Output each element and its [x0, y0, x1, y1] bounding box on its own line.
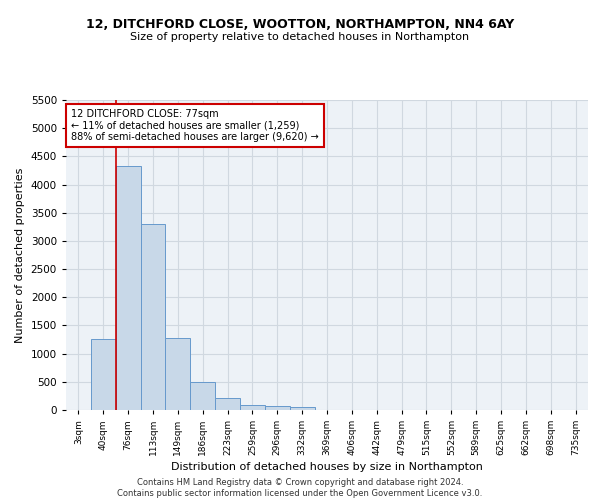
- Text: 12, DITCHFORD CLOSE, WOOTTON, NORTHAMPTON, NN4 6AY: 12, DITCHFORD CLOSE, WOOTTON, NORTHAMPTO…: [86, 18, 514, 30]
- Y-axis label: Number of detached properties: Number of detached properties: [15, 168, 25, 342]
- Bar: [265, 406, 290, 410]
- Bar: [166, 338, 190, 410]
- Bar: [290, 407, 314, 410]
- Bar: [240, 405, 265, 410]
- Text: Contains HM Land Registry data © Crown copyright and database right 2024.
Contai: Contains HM Land Registry data © Crown c…: [118, 478, 482, 498]
- Bar: [91, 339, 116, 410]
- Text: Size of property relative to detached houses in Northampton: Size of property relative to detached ho…: [130, 32, 470, 42]
- Bar: [140, 224, 166, 410]
- Bar: [116, 166, 140, 410]
- Bar: [190, 382, 215, 410]
- X-axis label: Distribution of detached houses by size in Northampton: Distribution of detached houses by size …: [171, 462, 483, 472]
- Bar: [215, 398, 240, 410]
- Text: 12 DITCHFORD CLOSE: 77sqm
← 11% of detached houses are smaller (1,259)
88% of se: 12 DITCHFORD CLOSE: 77sqm ← 11% of detac…: [71, 110, 319, 142]
